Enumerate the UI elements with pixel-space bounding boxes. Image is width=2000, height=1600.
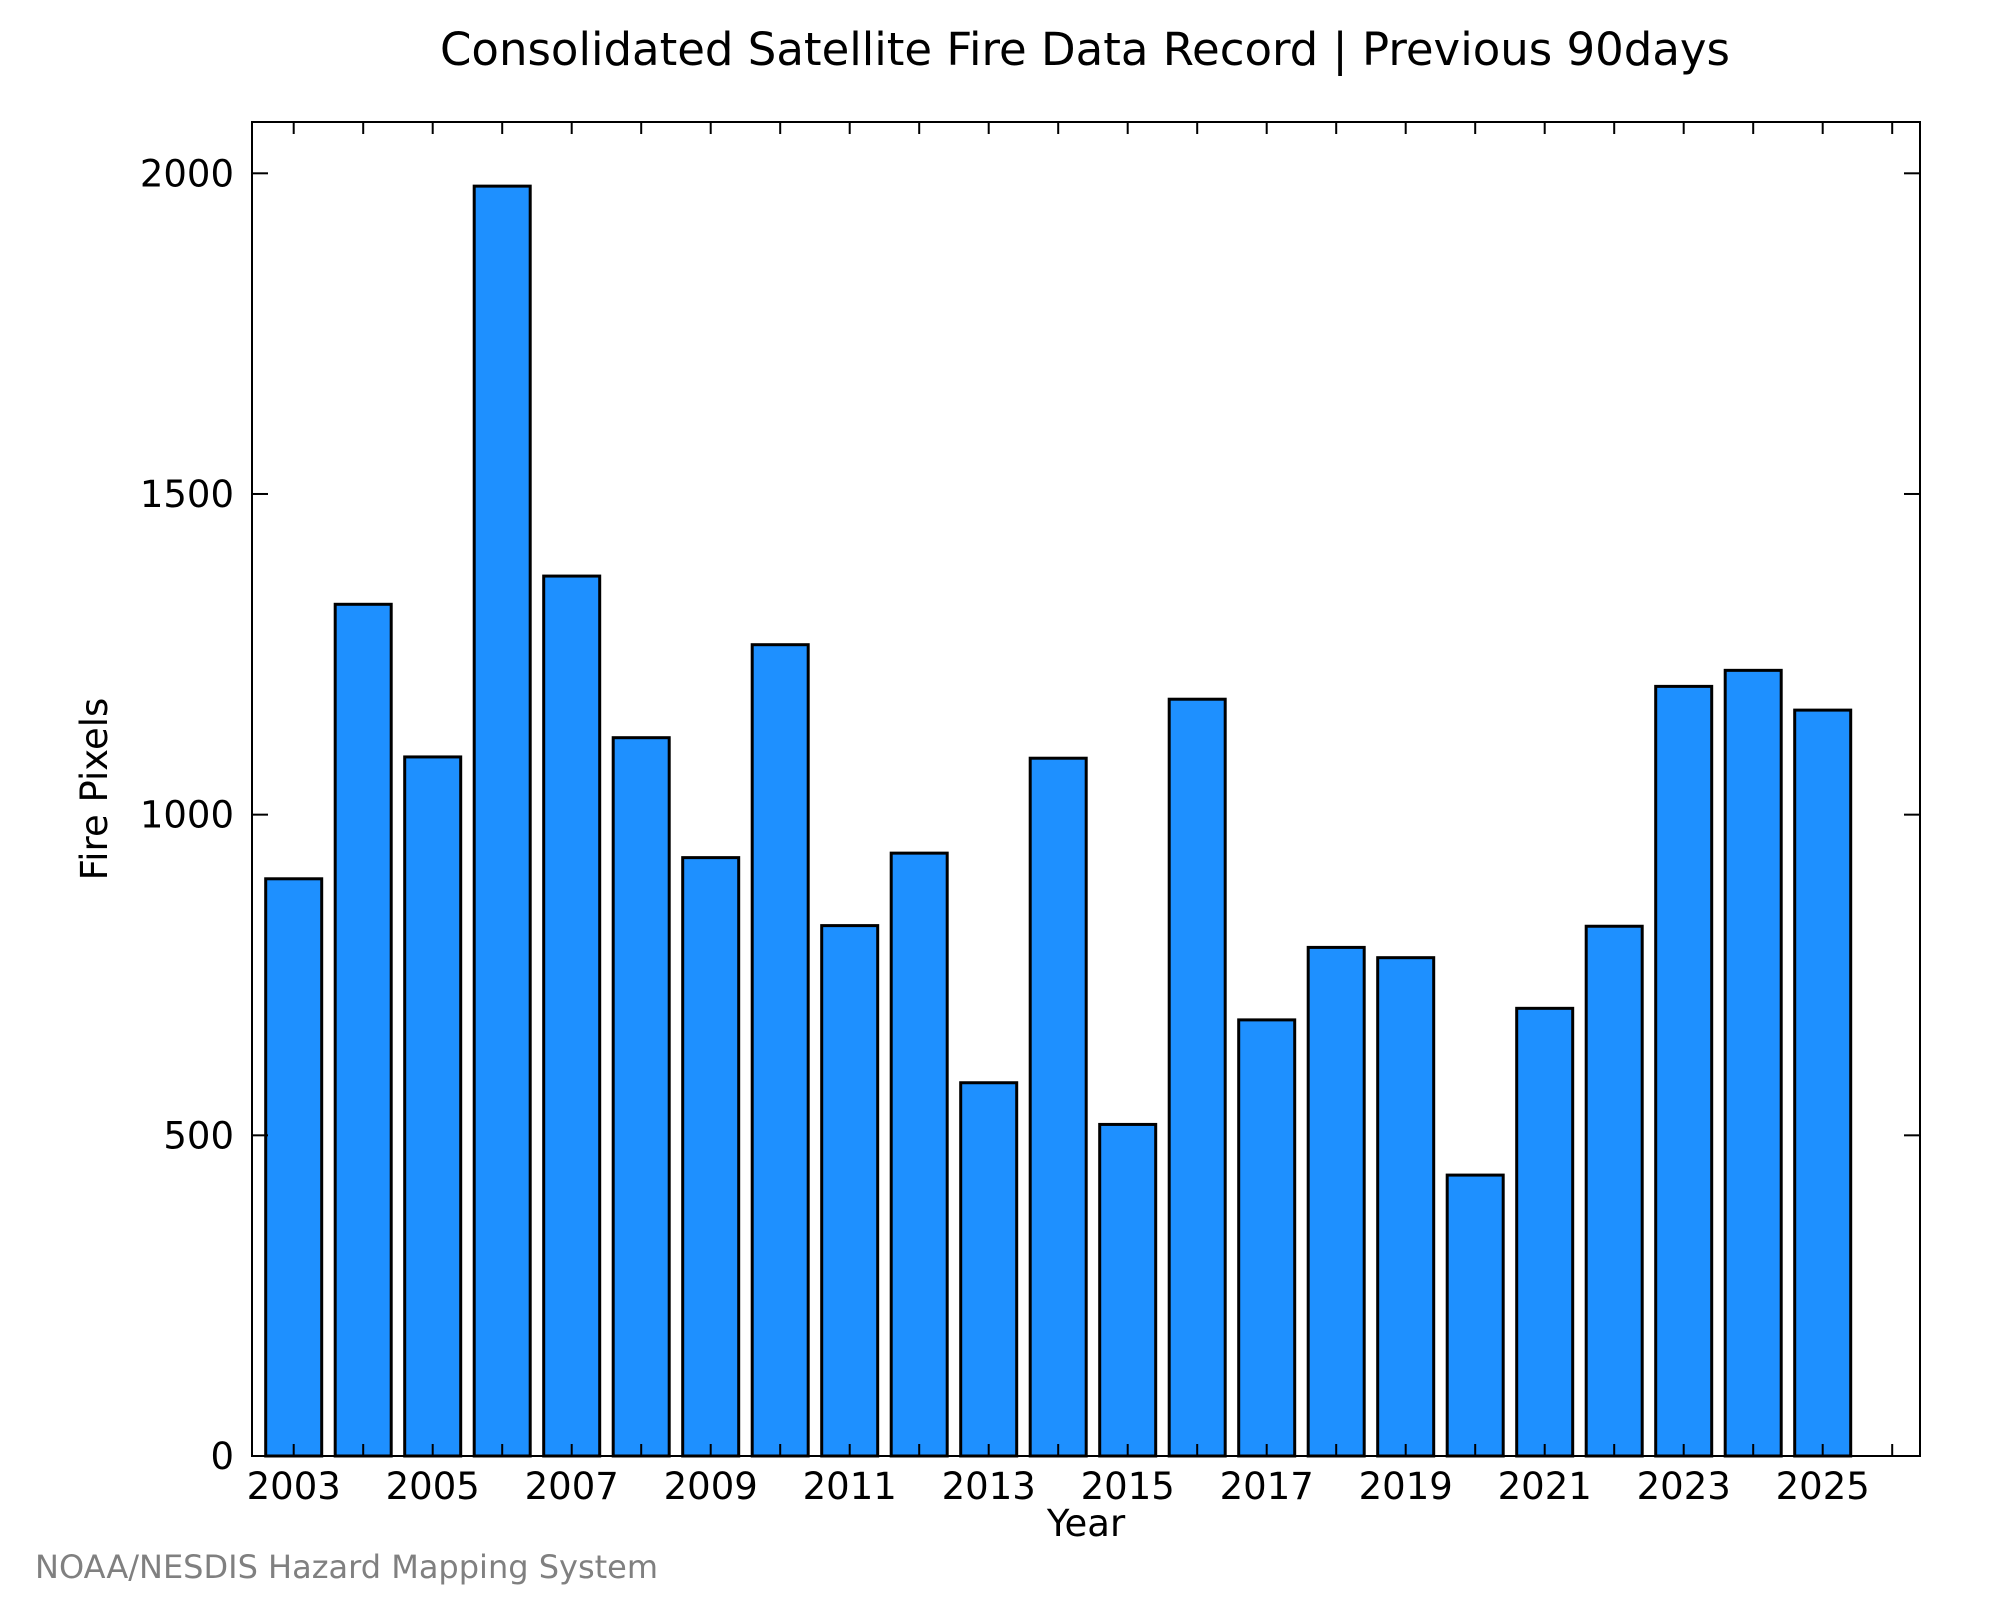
- bar-2022: [1584, 924, 1644, 1458]
- y-tick-label: 500: [163, 1114, 234, 1157]
- bar-2023: [1654, 684, 1714, 1458]
- bar-2014: [1028, 756, 1088, 1458]
- y-tick-label: 0: [210, 1435, 234, 1478]
- bar-2017: [1237, 1018, 1297, 1458]
- y-tick-label: 1000: [140, 794, 234, 837]
- credit-text: NOAA/NESDIS Hazard Mapping System: [35, 1548, 658, 1586]
- bar-2004: [333, 602, 393, 1458]
- bar-2013: [959, 1081, 1019, 1458]
- bar-2012: [889, 851, 949, 1458]
- x-axis-title: Year: [1046, 1502, 1126, 1545]
- chart-title: Consolidated Satellite Fire Data Record …: [440, 23, 1730, 76]
- bar-2011: [820, 924, 880, 1458]
- x-tick-label: 2009: [664, 1465, 758, 1508]
- bar-2003: [264, 877, 324, 1458]
- ticks-layer: 0 500 1000 1500 2000 2003 2005 2007 2009 2011 2013…: [140, 122, 1920, 1508]
- x-tick-label: 2003: [247, 1465, 341, 1508]
- bar-2006: [472, 184, 532, 1458]
- bars-layer: [264, 184, 1853, 1458]
- bar-2018: [1306, 945, 1366, 1458]
- y-tick-label: 2000: [140, 152, 234, 195]
- bar-2005: [403, 755, 463, 1458]
- x-tick-label: 2015: [1081, 1465, 1175, 1508]
- bar-2025: [1793, 708, 1853, 1458]
- x-tick-label: 2011: [803, 1465, 897, 1508]
- x-tick-label: 2019: [1359, 1465, 1453, 1508]
- bar-2015: [1098, 1122, 1158, 1458]
- bar-2009: [681, 856, 741, 1458]
- x-tick-label: 2017: [1220, 1465, 1314, 1508]
- bar-2008: [611, 736, 671, 1458]
- bar-2007: [542, 574, 602, 1458]
- x-tick-label: 2005: [386, 1465, 480, 1508]
- x-tick-label: 2025: [1776, 1465, 1870, 1508]
- y-tick-label: 1500: [140, 473, 234, 516]
- x-tick-label: 2013: [942, 1465, 1036, 1508]
- bar-2016: [1167, 697, 1227, 1458]
- bar-2024: [1723, 668, 1783, 1458]
- x-tick-label: 2007: [525, 1465, 619, 1508]
- x-tick-label: 2023: [1637, 1465, 1731, 1508]
- bar-2010: [750, 643, 810, 1458]
- bar-2021: [1515, 1006, 1575, 1458]
- bar-2020: [1445, 1173, 1505, 1458]
- y-axis-title: Fire Pixels: [73, 698, 116, 881]
- plot-frame: [251, 121, 1921, 1457]
- x-tick-label: 2021: [1498, 1465, 1592, 1508]
- bar-2019: [1376, 956, 1436, 1458]
